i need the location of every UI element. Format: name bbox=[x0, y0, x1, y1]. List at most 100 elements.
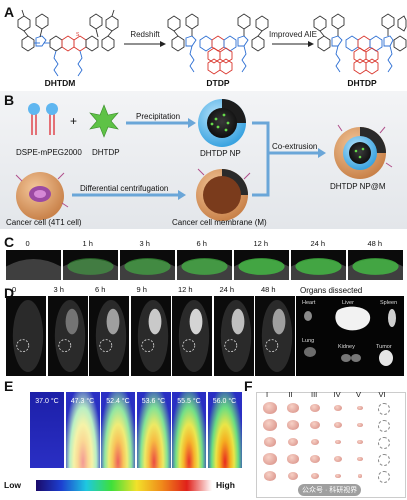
tumor-sample bbox=[287, 472, 298, 480]
time-label: 24 h bbox=[310, 239, 326, 248]
organ-label-tumor: Tumor bbox=[376, 344, 392, 350]
svg-text:S: S bbox=[76, 32, 80, 38]
watermark: 公众号 · 科研视界 bbox=[298, 484, 362, 496]
label-membrane: Cancer cell membrane (M) bbox=[172, 218, 267, 227]
tumor-sample bbox=[263, 402, 277, 414]
tumor-sample bbox=[310, 455, 320, 463]
fluorescence-frame bbox=[47, 296, 88, 376]
time-label: 24 h bbox=[219, 285, 235, 294]
time-label: 48 h bbox=[261, 285, 276, 294]
panel-label-c: C bbox=[4, 234, 15, 250]
tumor-sample bbox=[286, 420, 299, 430]
dhtdp-nanoparticle bbox=[198, 99, 246, 147]
label-plus: + bbox=[70, 114, 78, 128]
photoacoustic-frame bbox=[63, 250, 118, 280]
tumor-absent-marker bbox=[377, 437, 390, 449]
label-co-extrusion: Co-extrusion bbox=[272, 142, 318, 151]
tumor-sample bbox=[311, 472, 319, 480]
tumor-sample bbox=[263, 453, 277, 465]
label-final-np: DHTDP NP@M bbox=[330, 182, 386, 191]
molecule-dhtdp bbox=[313, 13, 407, 75]
photoacoustic-frame bbox=[234, 250, 289, 280]
label-dtdp: DTDP bbox=[206, 78, 230, 88]
panel-label-f: F bbox=[244, 378, 253, 394]
cancer-cell bbox=[15, 172, 69, 220]
group-label: I bbox=[266, 390, 269, 399]
tumor-sample bbox=[333, 404, 342, 412]
organs-title: Organs dissected bbox=[300, 286, 363, 295]
time-label: 3 h bbox=[139, 239, 150, 248]
group-label: V bbox=[356, 390, 362, 399]
temperature-label: 37.0 °C bbox=[35, 398, 59, 405]
fluorescence-frame bbox=[130, 296, 171, 376]
tumor-sample bbox=[333, 455, 342, 463]
panel-label-a: A bbox=[4, 4, 15, 20]
panel-label-d: D bbox=[4, 285, 15, 301]
photoacoustic-frame bbox=[6, 250, 61, 280]
dhtdp-crystal-icon bbox=[89, 104, 119, 138]
tumor-sample bbox=[333, 421, 342, 429]
thermal-frame: 52.4 °C bbox=[101, 392, 135, 468]
fluorescence-frame bbox=[255, 296, 295, 376]
tumor-absent-marker bbox=[377, 420, 390, 432]
photoacoustic-frame bbox=[120, 250, 175, 280]
thermal-color-scale bbox=[36, 480, 212, 491]
temperature-label: 56.0 °C bbox=[212, 398, 237, 405]
panel-label-b: B bbox=[4, 92, 15, 108]
panel-a-molecules: S bbox=[17, 9, 407, 77]
tumor-sample bbox=[263, 419, 277, 431]
time-label: 9 h bbox=[136, 285, 147, 294]
label-dhtdm: DHTDM bbox=[44, 78, 76, 88]
photoacoustic-frame bbox=[177, 250, 232, 280]
tumor-sample bbox=[287, 438, 298, 446]
label-differential: Differential centrifugation bbox=[80, 184, 169, 193]
group-label: IV bbox=[333, 390, 341, 399]
organ-label-heart: Heart bbox=[302, 300, 316, 306]
temperature-label: 52.4 °C bbox=[106, 398, 130, 405]
fluorescence-frame bbox=[6, 296, 46, 376]
organ-label-kidney: Kidney bbox=[338, 344, 355, 350]
tumor-sample bbox=[357, 439, 363, 445]
time-label: 3 h bbox=[53, 285, 64, 294]
panel-label-e: E bbox=[4, 378, 14, 394]
dspe-lipids bbox=[28, 103, 58, 135]
scale-high-label: High bbox=[216, 480, 235, 490]
fluorescence-frame bbox=[213, 296, 254, 376]
label-dhtdp-b: DHTDP bbox=[92, 148, 120, 157]
tumor-sample bbox=[264, 471, 276, 481]
tumor-sample bbox=[357, 422, 363, 428]
tumor-sample bbox=[264, 437, 276, 447]
thermal-frame: 37.0 °C bbox=[30, 392, 64, 468]
thermal-frame: 53.6 °C bbox=[136, 392, 171, 468]
molecule-dtdp bbox=[167, 13, 269, 75]
label-dspe: DSPE-mPEG2000 bbox=[16, 148, 82, 157]
tumor-sample bbox=[357, 456, 363, 462]
temperature-label: 47.3 °C bbox=[70, 398, 95, 405]
tumor-sample bbox=[310, 404, 320, 412]
organs-fluorescence bbox=[304, 306, 396, 366]
tumor-sample bbox=[334, 439, 341, 445]
organ-label-liver: Liver bbox=[342, 300, 354, 306]
group-label: III bbox=[311, 390, 318, 399]
group-label: II bbox=[288, 390, 293, 399]
tumor-sample bbox=[286, 454, 299, 464]
photoacoustic-frame bbox=[348, 250, 403, 280]
molecule-dhtdm: S bbox=[17, 9, 119, 77]
panel-b-scheme bbox=[15, 99, 393, 221]
label-dhtdp: DHTDP bbox=[347, 78, 377, 88]
tumor-sample bbox=[310, 421, 320, 429]
tumor-sample bbox=[357, 405, 363, 411]
arrow-label-redshift: Redshift bbox=[130, 30, 160, 39]
fluorescence-frame bbox=[89, 296, 129, 376]
cancer-cell-membrane bbox=[196, 168, 251, 221]
time-label: 48 h bbox=[367, 239, 383, 248]
tumor-sample bbox=[334, 473, 341, 479]
label-precipitation: Precipitation bbox=[136, 112, 181, 121]
thermal-frame: 47.3 °C bbox=[65, 392, 100, 468]
photoacoustic-frame bbox=[291, 250, 346, 280]
group-label: VI bbox=[378, 390, 386, 399]
temperature-label: 55.5 °C bbox=[177, 398, 201, 405]
time-label: 12 h bbox=[253, 239, 269, 248]
arrow-label-improved-aie: Improved AIE bbox=[268, 30, 318, 39]
tumor-sample bbox=[311, 438, 319, 446]
